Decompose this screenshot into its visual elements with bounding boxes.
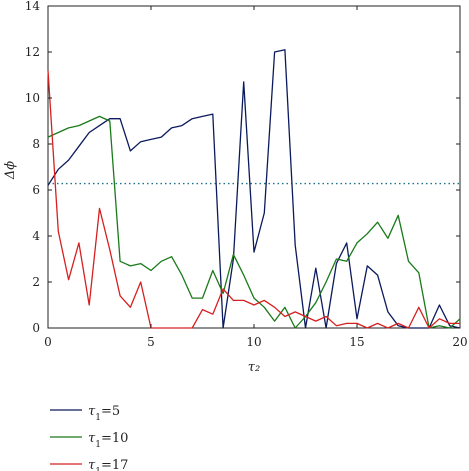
legend: τ1=5 τ1=10 τ1=17 [50,404,128,471]
x-axis-label: τ₂ [248,360,260,375]
y-tick-label: 0 [32,321,40,335]
x-tick-label: 20 [452,335,467,349]
x-tick-label: 0 [44,335,52,349]
series-line-1 [47,115,461,329]
series-line-2 [47,70,460,329]
y-tick-label: 6 [32,183,40,197]
y-tick-label: 12 [25,45,40,59]
legend-label-2: τ1=17 [88,458,128,471]
series-layer [47,49,461,329]
y-axis-ticks: 0 2 4 6 8 10 12 14 [25,0,460,335]
y-tick-label: 2 [32,275,40,289]
y-tick-label: 14 [25,0,41,13]
x-tick-label: 5 [147,335,155,349]
legend-label-1: τ1=10 [88,431,128,450]
y-axis-label: Δϕ [3,161,18,180]
series-line-0 [47,49,461,329]
legend-label-0: τ1=5 [88,404,120,423]
y-tick-label: 10 [25,91,40,105]
x-tick-label: 10 [246,335,261,349]
y-tick-label: 8 [32,137,40,151]
x-tick-label: 15 [349,335,364,349]
x-axis-ticks: 0 5 10 15 20 [44,6,468,349]
y-tick-label: 4 [32,229,40,243]
plot-area [47,5,461,329]
